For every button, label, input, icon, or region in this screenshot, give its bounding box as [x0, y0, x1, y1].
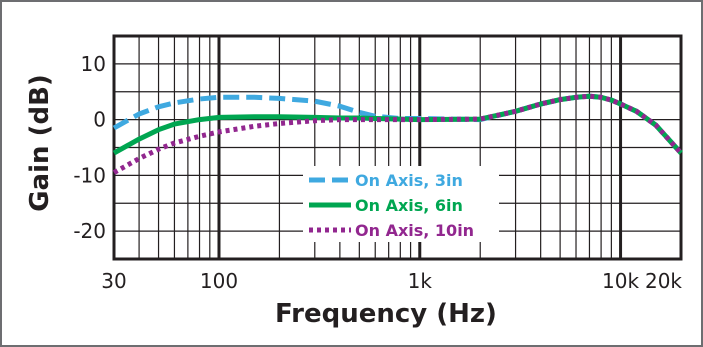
x-tick-label: 10k — [602, 269, 639, 293]
y-tick-label: 10 — [81, 52, 106, 76]
y-axis-title: Gain (dB) — [25, 74, 55, 212]
legend-label: On Axis, 6in — [355, 196, 463, 215]
y-tick-labels: 10 0 -10 -20 — [73, 52, 106, 243]
legend-label: On Axis, 3in — [355, 171, 463, 190]
y-tick-label: 0 — [93, 108, 106, 132]
x-tick-label: 20k — [645, 269, 682, 293]
y-tick-label: -10 — [73, 163, 106, 187]
x-axis-title: Frequency (Hz) — [275, 299, 497, 329]
y-tick-label: -20 — [73, 219, 106, 243]
legend: On Axis, 3in On Axis, 6in On Axis, 10in — [303, 166, 499, 242]
x-tick-label: 100 — [200, 269, 238, 293]
x-tick-label: 30 — [101, 269, 126, 293]
plot-area-border — [112, 34, 683, 261]
x-tick-labels: 30 100 1k 10k 20k — [101, 269, 682, 293]
x-tick-label: 1k — [408, 269, 433, 293]
series-layer — [112, 93, 683, 175]
series-line — [112, 93, 683, 175]
legend-label: On Axis, 10in — [355, 221, 474, 240]
